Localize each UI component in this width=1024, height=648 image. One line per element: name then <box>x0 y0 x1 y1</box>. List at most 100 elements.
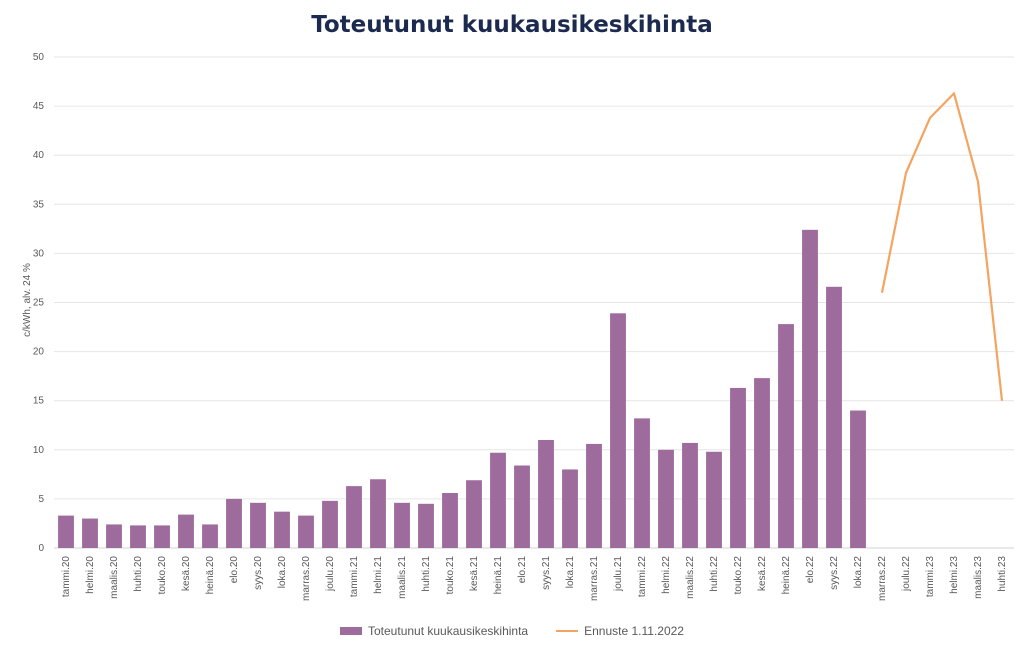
bar <box>634 418 650 548</box>
x-tick-label: marras.22 <box>877 556 888 601</box>
y-tick-label: 45 <box>33 101 45 112</box>
x-tick-label: loka.22 <box>853 556 864 589</box>
bar <box>58 515 74 548</box>
bar <box>298 515 314 548</box>
bar <box>274 511 290 548</box>
x-tick-label: loka.20 <box>277 556 288 589</box>
x-tick-label: helmi.22 <box>661 556 672 594</box>
x-tick-label: helmi.23 <box>949 556 960 594</box>
y-axis-label: c/kWh, alv. 24 % <box>22 263 33 337</box>
x-tick-label: tammi.22 <box>637 556 648 598</box>
y-tick-label: 20 <box>33 347 45 358</box>
bar <box>658 449 674 548</box>
x-tick-label: heinä.20 <box>205 556 216 595</box>
legend-label-bars: Toteutunut kuukausikeskihinta <box>368 624 529 638</box>
bar <box>394 502 410 548</box>
x-tick-label: helmi.21 <box>373 556 384 594</box>
legend-item-line: Ennuste 1.11.2022 <box>556 624 684 638</box>
bar <box>706 451 722 548</box>
bar <box>778 324 794 548</box>
x-tick-label: kesä.22 <box>757 556 768 591</box>
x-tick-label: tammi.21 <box>349 556 360 598</box>
bar <box>154 525 170 548</box>
bar <box>802 229 818 548</box>
bar <box>730 387 746 548</box>
x-tick-label: heinä.22 <box>781 556 792 595</box>
y-axis-ticks: 0 5 10 15 20 25 30 35 40 45 50 <box>33 52 45 554</box>
x-tick-label: huhti.21 <box>421 556 432 592</box>
bar <box>754 378 770 548</box>
bar <box>466 480 482 548</box>
x-tick-label: kesä.21 <box>469 556 480 591</box>
bar <box>682 442 698 548</box>
x-tick-label: loka.21 <box>565 556 576 589</box>
bar <box>586 443 602 548</box>
bar <box>610 313 626 548</box>
y-tick-label: 5 <box>38 494 44 505</box>
x-tick-label: maalis.23 <box>973 556 984 599</box>
y-tick-label: 10 <box>33 445 45 456</box>
x-axis-ticks: tammi.20 helmi.20 maalis.20 huhti.20 touko.2… <box>61 556 1008 601</box>
x-tick-label: joulu.20 <box>325 556 336 592</box>
bar <box>346 486 362 548</box>
y-tick-label: 30 <box>33 248 45 259</box>
x-tick-label: huhti.20 <box>133 556 144 592</box>
x-tick-label: kesä.20 <box>181 556 192 591</box>
x-tick-label: touko.21 <box>445 556 456 595</box>
bar <box>226 498 242 548</box>
x-tick-label: touko.20 <box>157 556 168 595</box>
x-tick-label: elo.20 <box>229 556 240 584</box>
x-tick-label: joulu.22 <box>901 556 912 592</box>
x-tick-label: elo.22 <box>805 556 816 584</box>
bar <box>850 410 866 548</box>
bar <box>106 524 122 548</box>
y-tick-label: 35 <box>33 199 45 210</box>
x-tick-label: elo.21 <box>517 556 528 584</box>
y-tick-label: 0 <box>38 543 44 554</box>
x-tick-label: huhti.23 <box>997 556 1008 592</box>
bar <box>178 514 194 548</box>
bar-series <box>58 229 866 548</box>
bar <box>562 469 578 548</box>
y-tick-label: 40 <box>33 150 45 161</box>
forecast-line <box>880 92 1004 401</box>
bar <box>370 479 386 548</box>
x-tick-label: marras.20 <box>301 556 312 601</box>
bar <box>418 503 434 548</box>
bar <box>130 525 146 548</box>
bar <box>202 524 218 548</box>
x-tick-label: syys.20 <box>253 556 264 590</box>
bar <box>322 500 338 548</box>
x-tick-label: syys.21 <box>541 556 552 590</box>
legend-swatch-bar <box>340 627 362 635</box>
chart-title: Toteutunut kuukausikeskihinta <box>311 12 713 38</box>
x-tick-label: touko.22 <box>733 556 744 595</box>
legend: Toteutunut kuukausikeskihinta Ennuste 1.… <box>0 624 1024 638</box>
bar <box>490 452 506 548</box>
x-tick-label: helmi.20 <box>85 556 96 594</box>
legend-swatch-line <box>556 630 579 632</box>
x-tick-label: joulu.21 <box>613 556 624 592</box>
x-tick-label: heinä.21 <box>493 556 504 595</box>
x-tick-label: tammi.23 <box>925 556 936 598</box>
bar <box>538 439 554 548</box>
x-tick-label: tammi.20 <box>61 556 72 598</box>
bar <box>250 502 266 548</box>
bar <box>82 518 98 548</box>
bar <box>514 465 530 548</box>
y-tick-label: 25 <box>33 298 45 309</box>
x-tick-label: maalis.20 <box>109 556 120 599</box>
x-tick-label: syys.22 <box>829 556 840 590</box>
legend-label-line: Ennuste 1.11.2022 <box>584 624 684 638</box>
bar <box>442 493 458 548</box>
legend-item-bars: Toteutunut kuukausikeskihinta <box>340 624 528 638</box>
x-tick-label: marras.21 <box>589 556 600 601</box>
y-tick-label: 50 <box>33 52 45 63</box>
line-series <box>880 92 1004 401</box>
bar <box>826 286 842 548</box>
x-tick-label: maalis.22 <box>685 556 696 599</box>
x-tick-label: huhti.22 <box>709 556 720 592</box>
y-tick-label: 15 <box>33 396 45 407</box>
gridlines <box>54 56 1014 549</box>
